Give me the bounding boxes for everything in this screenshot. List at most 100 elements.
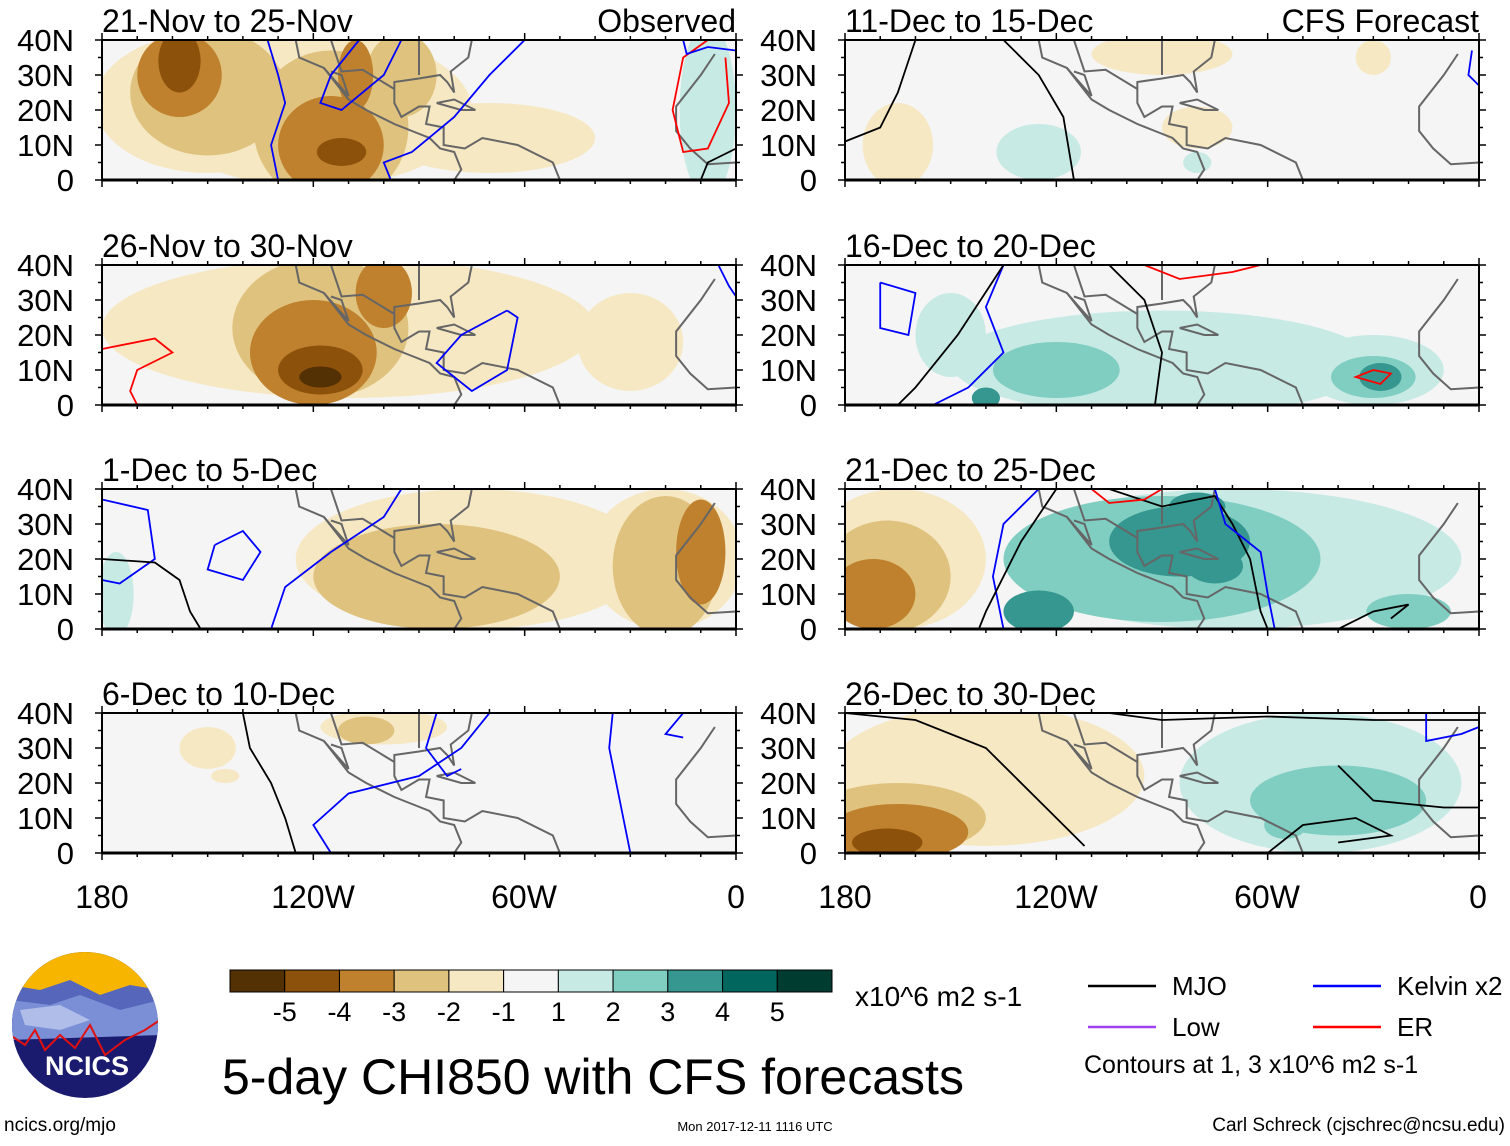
wave-contour	[102, 337, 175, 405]
anomaly-region	[1003, 590, 1074, 629]
anomaly-region	[862, 103, 934, 180]
coastline	[313, 489, 420, 524]
coastline	[1418, 726, 1479, 839]
wave-contour	[897, 265, 1005, 405]
coastline	[1072, 489, 1138, 539]
colorbar-swatch	[338, 969, 395, 993]
lat-label: 0	[57, 612, 74, 647]
lon-label: 60W	[1234, 879, 1301, 915]
coastline	[1136, 713, 1304, 853]
wave-contour	[270, 489, 403, 629]
coastline	[323, 292, 350, 322]
lat-label: 0	[800, 836, 817, 871]
coastline	[1136, 265, 1304, 405]
wave-contour	[845, 40, 917, 143]
colorbar-swatch	[667, 969, 724, 993]
wave-contour	[1267, 817, 1394, 853]
wave-contour	[319, 40, 403, 112]
coastline	[1066, 67, 1093, 97]
lat-label: 0	[57, 388, 74, 423]
contour-legend: MJO Kelvin x2 Low ER	[1088, 971, 1503, 1042]
ncics-logo: NCICS	[12, 952, 158, 1098]
colorbar-swatch	[776, 969, 833, 993]
wave-contour	[1090, 489, 1163, 504]
colorbar-label: -3	[382, 997, 406, 1027]
lat-label: 10N	[760, 353, 817, 388]
coastline	[1136, 489, 1304, 629]
lon-axis-right: 180 120W 60W 0	[818, 879, 1487, 915]
lat-label: 0	[800, 163, 817, 198]
legend-label: Low	[1172, 1012, 1220, 1042]
coastline	[436, 98, 476, 111]
coastline	[675, 726, 736, 839]
colorbar-swatch	[229, 969, 286, 993]
coastline	[1418, 502, 1479, 615]
lat-label: 20N	[760, 766, 817, 801]
coastline	[1072, 713, 1138, 763]
wave-contour	[879, 281, 917, 337]
coastline	[294, 713, 463, 853]
coastline	[294, 489, 463, 629]
coastline	[436, 771, 476, 784]
panel-title: 11-Dec to 15-Dec	[845, 3, 1093, 39]
coastline	[329, 713, 395, 763]
panel-title: 6-Dec to 10-Dec	[102, 676, 335, 712]
wave-contour	[932, 265, 1005, 405]
lat-label: 10N	[17, 353, 74, 388]
colorbar: -5 -4 -3 -2 -1 1 2 3 4 5	[229, 969, 833, 1027]
lat-label: 10N	[17, 577, 74, 612]
lat-label: 20N	[17, 766, 74, 801]
anomaly-region	[996, 124, 1081, 180]
legend-label: MJO	[1172, 971, 1227, 1001]
anomaly-region	[1162, 106, 1233, 149]
wave-contour	[1144, 265, 1261, 280]
colorbar-label: -1	[492, 997, 516, 1027]
panel-title: 16-Dec to 20-Dec	[845, 228, 1096, 264]
anomaly-region	[852, 828, 923, 853]
coastline	[1037, 489, 1206, 629]
wave-contour	[845, 713, 1086, 847]
colorbar-swatch	[612, 969, 669, 993]
coastline	[323, 67, 350, 97]
anomaly-region	[1169, 492, 1226, 521]
wave-contour	[1108, 265, 1163, 405]
lat-label: 10N	[760, 128, 817, 163]
anomaly-region	[383, 103, 596, 173]
timestamp: Mon 2017-12-11 1116 UTC	[677, 1119, 832, 1134]
wave-contour	[699, 147, 736, 180]
coastline	[436, 547, 476, 560]
wave-contour	[1337, 764, 1479, 809]
coastline	[1066, 740, 1093, 770]
lat-label: 20N	[760, 93, 817, 128]
lat-label: 10N	[760, 577, 817, 612]
anomaly-region	[845, 559, 916, 629]
lat-label: 40N	[760, 248, 817, 283]
coastline	[329, 489, 395, 539]
anomaly-region	[992, 342, 1120, 398]
anomaly-region	[355, 265, 412, 328]
anomaly-region	[1355, 40, 1391, 75]
forecast-label: CFS Forecast	[1282, 3, 1479, 39]
coastline	[393, 489, 561, 629]
coastline	[294, 265, 463, 405]
coastline	[1418, 278, 1479, 391]
coastline	[393, 40, 561, 180]
wave-contour	[671, 40, 730, 154]
panel-title: 26-Nov to 30-Nov	[102, 228, 353, 264]
lat-label: 20N	[760, 542, 817, 577]
wave-contour	[1213, 489, 1276, 629]
wave-contour	[1108, 489, 1269, 629]
colorbar-label: 2	[606, 997, 621, 1027]
colorbar-label: -5	[273, 997, 297, 1027]
colorbar-swatch	[448, 969, 505, 993]
coastline	[436, 323, 476, 336]
lon-label: 0	[1469, 879, 1487, 915]
lat-label: 10N	[17, 801, 74, 836]
coastline	[1072, 40, 1138, 90]
anomaly-region	[366, 40, 437, 117]
